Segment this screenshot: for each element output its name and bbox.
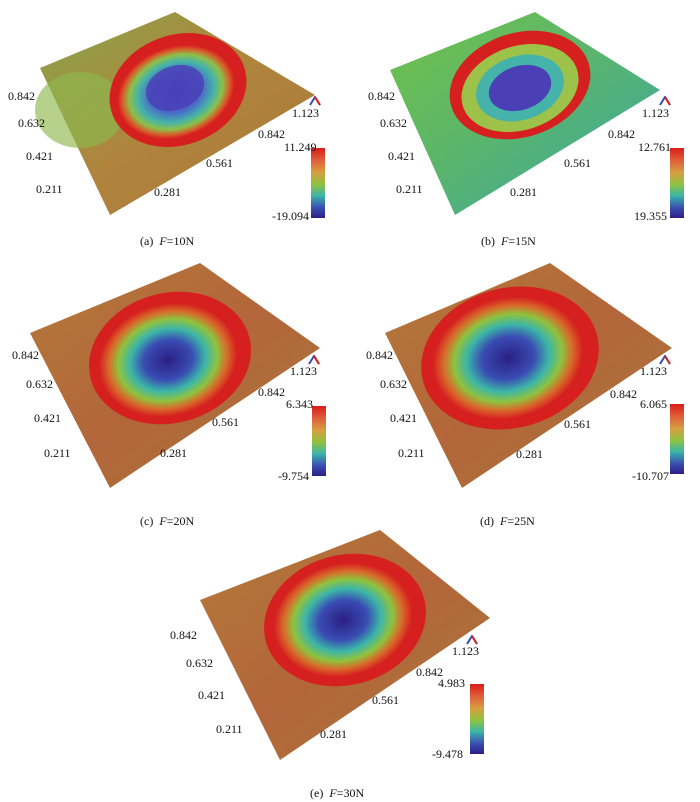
- colorbar-max-label: 6.065: [640, 397, 667, 411]
- surface-plot-e: [200, 530, 490, 760]
- caption-val: =30N: [336, 786, 365, 800]
- x-tick-label: 0.561: [372, 693, 399, 707]
- colorbar: [470, 684, 484, 754]
- caption: (b) F=15N: [481, 234, 536, 249]
- colorbar-max-label: 12.761: [638, 140, 671, 154]
- y-tick-label: 0.842: [368, 89, 395, 103]
- orientation-icon: [309, 93, 321, 106]
- colorbar: [670, 148, 684, 218]
- panel-b: 0.842 0.632 0.421 0.211 1.123 0.842 0.56…: [350, 0, 700, 260]
- surface-plot-d: [385, 263, 672, 488]
- y-tick-label: 0.211: [396, 182, 423, 196]
- panel-c: 0.842 0.632 0.421 0.211 1.123 0.842 0.56…: [0, 258, 350, 528]
- colorbar-min-label: -9.478: [432, 747, 463, 761]
- x-tick-label: 0.561: [212, 415, 239, 429]
- colorbar-min-label: -19.094: [272, 209, 309, 223]
- caption: (e) F=30N: [310, 786, 364, 801]
- colorbar: [670, 404, 684, 474]
- x-tick-label: 0.842: [608, 127, 635, 141]
- surface-plot-a: [35, 12, 315, 215]
- caption-var: F: [501, 234, 509, 248]
- x-tick-label: 0.561: [564, 417, 591, 431]
- orientation-icon: [466, 632, 478, 645]
- x-tick-label: 0.281: [154, 185, 181, 199]
- x-tick-label: 1.123: [640, 364, 667, 378]
- x-tick-label: 0.842: [258, 127, 285, 141]
- caption-prefix: (c): [140, 514, 154, 528]
- x-tick-label: 0.842: [416, 665, 443, 679]
- x-tick-label: 0.561: [564, 156, 591, 170]
- colorbar-min-label: 19.355: [634, 209, 667, 223]
- x-tick-label: 0.561: [206, 156, 233, 170]
- y-tick-label: 0.842: [170, 628, 197, 642]
- caption-val: =20N: [166, 514, 195, 528]
- y-tick-label: 0.211: [44, 446, 71, 460]
- caption-prefix: (d): [480, 514, 494, 528]
- y-tick-label: 0.842: [8, 89, 35, 103]
- y-tick-label: 0.842: [12, 348, 39, 362]
- panel-a: 0.842 0.632 0.421 0.211 1.123 0.842 0.56…: [0, 0, 350, 260]
- surface-plot-c: [30, 263, 320, 488]
- x-tick-label: 0.281: [160, 446, 187, 460]
- x-tick-label: 1.123: [292, 106, 319, 120]
- y-tick-label: 0.632: [380, 377, 407, 391]
- colorbar-max-label: 11.249: [284, 140, 317, 154]
- x-tick-label: 0.281: [516, 447, 543, 461]
- caption-var: F: [159, 234, 167, 248]
- y-tick-label: 0.211: [36, 182, 63, 196]
- y-tick-label: 0.421: [198, 688, 225, 702]
- y-tick-label: 0.421: [388, 149, 415, 163]
- y-tick-label: 0.842: [366, 348, 393, 362]
- caption-val: =15N: [508, 234, 536, 248]
- caption: (c) F=20N: [140, 514, 194, 529]
- caption-prefix: (a): [140, 234, 154, 248]
- y-tick-label: 0.632: [380, 116, 407, 130]
- panel-e: 0.842 0.632 0.421 0.211 1.123 0.842 0.56…: [160, 530, 540, 802]
- x-tick-label: 0.281: [320, 727, 347, 741]
- x-tick-label: 1.123: [290, 364, 317, 378]
- colorbar: [312, 406, 326, 476]
- y-tick-label: 0.421: [390, 411, 417, 425]
- x-tick-label: 1.123: [452, 644, 479, 658]
- orientation-icon: [308, 352, 320, 365]
- panel-d: 0.842 0.632 0.421 0.211 1.123 0.842 0.56…: [350, 258, 700, 528]
- y-tick-label: 0.632: [18, 116, 45, 130]
- y-tick-label: 0.421: [34, 411, 61, 425]
- x-tick-label: 0.281: [510, 185, 537, 199]
- colorbar: [311, 148, 325, 218]
- colorbar-max-label: 6.343: [286, 397, 313, 411]
- caption-var: F: [500, 514, 508, 528]
- y-tick-label: 0.211: [398, 446, 425, 460]
- caption: (d) F=25N: [480, 514, 535, 529]
- caption-val: =25N: [507, 514, 535, 528]
- caption-val: =10N: [166, 234, 195, 248]
- surface-plot-b: [390, 12, 660, 215]
- x-tick-label: 0.842: [258, 385, 285, 399]
- y-tick-label: 0.632: [186, 656, 213, 670]
- y-tick-label: 0.632: [26, 377, 53, 391]
- caption-var: F: [159, 514, 167, 528]
- caption-prefix: (e): [310, 786, 324, 800]
- x-tick-label: 0.842: [610, 387, 637, 401]
- caption: (a) F=10N: [140, 234, 194, 249]
- orientation-icon: [659, 352, 671, 365]
- y-tick-label: 0.421: [26, 149, 53, 163]
- orientation-icon: [659, 93, 671, 106]
- y-tick-label: 0.211: [216, 722, 243, 736]
- colorbar-max-label: 4.983: [438, 676, 465, 690]
- caption-prefix: (b): [481, 234, 495, 248]
- caption-var: F: [329, 786, 337, 800]
- x-tick-label: 1.123: [642, 106, 669, 120]
- colorbar-min-label: -10.707: [632, 469, 669, 483]
- colorbar-min-label: -9.754: [278, 469, 309, 483]
